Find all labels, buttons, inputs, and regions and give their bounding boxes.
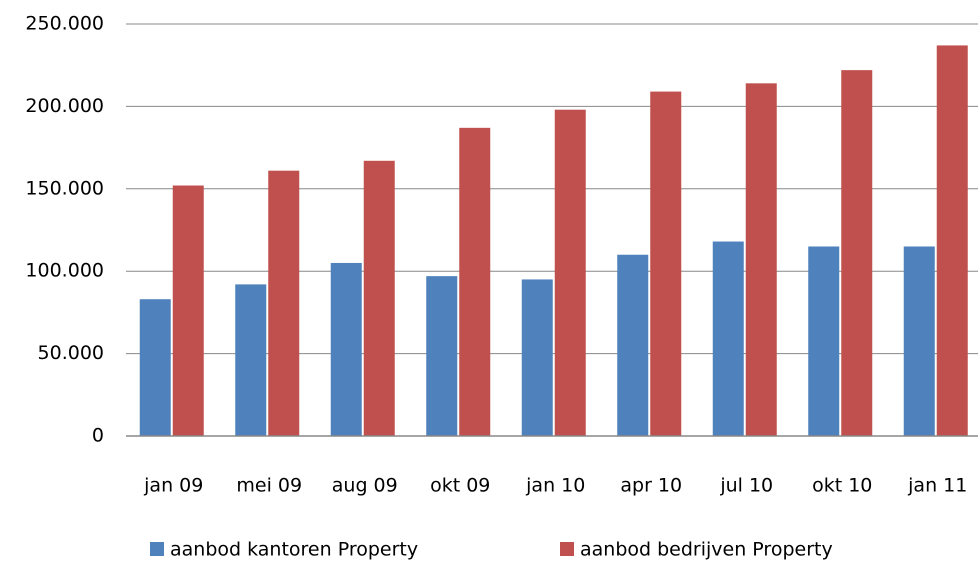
bar [172,185,204,436]
bar [808,246,840,436]
bar [554,109,586,437]
bar [139,299,171,436]
x-tick-label: okt 10 [812,475,872,497]
bar [650,91,682,437]
legend-label: aanbod bedrijven Property [580,539,833,561]
y-tick-label: 50.000 [38,342,104,364]
legend-swatch [150,542,164,556]
y-tick-label: 250.000 [25,13,104,35]
bar [903,246,935,436]
legend-label: aanbod kantoren Property [170,539,418,561]
x-tick-label: apr 10 [620,475,682,497]
y-tick-label: 0 [92,425,104,447]
x-tick-label: aug 09 [332,475,398,497]
bar [459,127,491,436]
x-tick-label: jan 11 [907,475,967,497]
x-tick-label: jan 10 [525,475,585,497]
x-tick-label: mei 09 [236,475,302,497]
bar [268,170,300,436]
bar [617,254,649,436]
bar [521,279,553,436]
y-tick-label: 200.000 [25,95,104,117]
bar [841,70,873,437]
x-tick-label: okt 09 [430,475,490,497]
y-tick-label: 150.000 [25,177,104,199]
bar [426,276,458,436]
bar [712,241,744,436]
bar [936,45,968,436]
bar [235,284,267,436]
x-tick-label: jan 09 [143,475,203,497]
bar [330,262,362,436]
legend-swatch [560,542,574,556]
bar [745,83,777,436]
y-tick-label: 100.000 [25,260,104,282]
x-tick-label: jul 10 [719,475,773,497]
bar [363,160,395,436]
